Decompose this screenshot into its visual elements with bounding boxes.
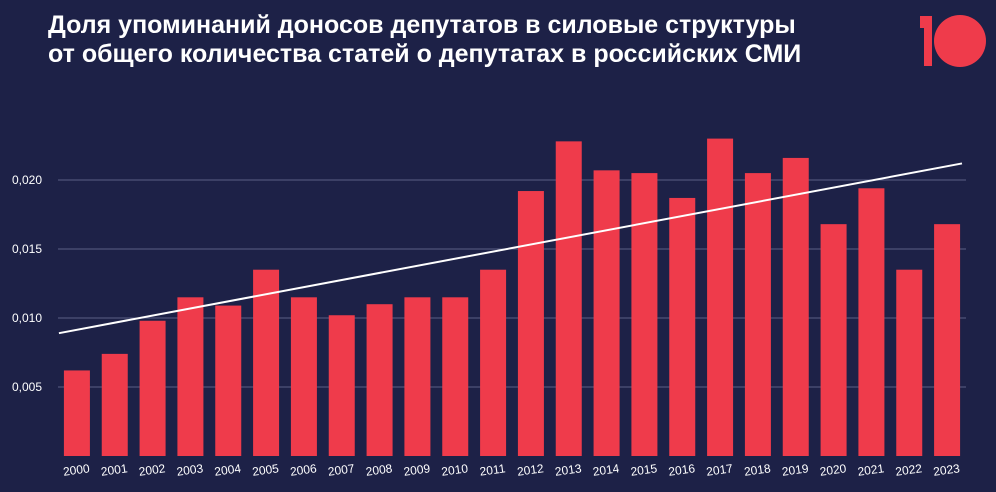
bar [480, 269, 507, 456]
x-tick-label: 2023 [932, 461, 961, 479]
bar [442, 297, 469, 456]
bar [366, 304, 393, 456]
x-tick-label: 2011 [479, 461, 507, 479]
x-tick-label: 2008 [365, 461, 394, 479]
x-tick-label: 2000 [62, 461, 91, 479]
bar [517, 191, 544, 457]
bar [215, 305, 242, 456]
bar [63, 370, 90, 456]
x-tick-label: 2021 [857, 461, 886, 479]
x-tick-label: 2017 [705, 461, 734, 479]
y-tick-label: 0,005 [12, 380, 42, 394]
chart-title-line-2: от общего количества статей о депутатах … [48, 40, 802, 68]
y-tick-label: 0,015 [12, 242, 42, 256]
x-axis-labels: 2000 2001 2002 2003 2004 2005 2006 2007 2008 2009… [62, 461, 961, 479]
y-tick-label: 0,010 [12, 311, 42, 325]
x-tick-label: 2015 [630, 461, 659, 479]
chart-title: Доля упоминаний доносов депутатов в сило… [48, 11, 908, 69]
x-tick-label: 2022 [894, 461, 923, 479]
x-tick-label: 2004 [213, 461, 242, 479]
logo-zero-icon [934, 15, 986, 67]
x-tick-label: 2009 [403, 461, 432, 479]
x-tick-label: 2005 [251, 461, 280, 479]
bar [328, 315, 355, 456]
bar [139, 320, 166, 456]
trend-line [58, 162, 963, 335]
brand-10-logo-icon [920, 15, 986, 67]
bar [669, 197, 696, 456]
x-tick-label: 2001 [100, 461, 129, 479]
bar [934, 224, 961, 456]
x-tick-label: 2002 [138, 461, 167, 479]
chart-title-line-1: Доля упоминаний доносов депутатов в сило… [48, 11, 796, 39]
bar [744, 173, 771, 456]
x-tick-label: 2016 [667, 461, 696, 479]
bar [404, 297, 431, 456]
x-tick-label: 2003 [176, 461, 205, 479]
bar [101, 353, 128, 456]
bar [858, 188, 885, 456]
y-axis-labels: 0,005 0,010 0,015 0,020 [12, 173, 42, 394]
trend-line-group [58, 162, 963, 335]
bar [631, 173, 658, 456]
x-tick-label: 2014 [592, 461, 621, 479]
x-tick-label: 2010 [440, 461, 469, 479]
bar [896, 269, 923, 456]
x-tick-label: 2012 [516, 461, 545, 479]
bar [593, 170, 620, 456]
bar [253, 269, 280, 456]
logo-one-icon [920, 16, 932, 66]
bar [707, 138, 734, 456]
bar [177, 297, 204, 456]
x-tick-label: 2019 [781, 461, 810, 479]
bar [290, 297, 317, 456]
y-tick-label: 0,020 [12, 173, 42, 187]
bar [555, 141, 582, 457]
x-tick-label: 2018 [743, 461, 772, 479]
x-tick-label: 2013 [554, 461, 583, 479]
bar [820, 224, 847, 456]
x-tick-label: 2020 [819, 461, 848, 479]
x-tick-label: 2007 [327, 461, 356, 479]
x-tick-label: 2006 [289, 461, 318, 479]
bar [782, 157, 809, 457]
bars [63, 138, 961, 457]
